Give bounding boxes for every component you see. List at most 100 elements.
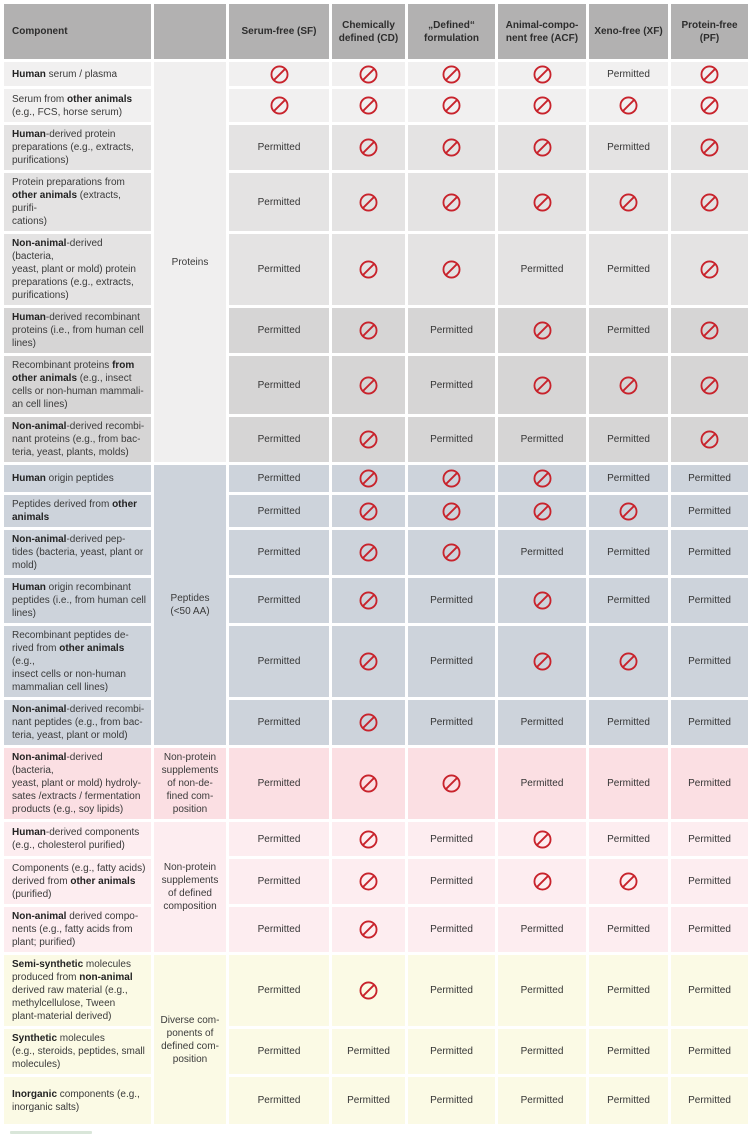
permitted-cell: Permitted: [408, 955, 498, 1029]
no-entry-icon: [359, 591, 378, 610]
prohibited-cell: [332, 578, 408, 626]
permitted-cell: Permitted: [671, 1029, 751, 1077]
component-cell: Non-animal-derived (bacteria, yeast, pla…: [4, 748, 154, 822]
prohibited-cell: [408, 465, 498, 495]
prohibited-cell: [589, 173, 671, 234]
table-row: Inorganic components (e.g., inorganic sa…: [4, 1077, 751, 1127]
table-row: Human origin peptides Peptides (<50 AA) Pe…: [4, 465, 751, 748]
permitted-cell: Permitted: [229, 308, 332, 356]
permitted-cell: Permitted: [671, 1077, 751, 1127]
permitted-cell: Permitted: [498, 530, 589, 578]
component-cell: Components (e.g., fatty acids) derived f…: [4, 859, 154, 907]
component-text-bold: Human: [12, 68, 46, 80]
no-entry-icon: [442, 260, 461, 279]
prohibited-cell: [332, 173, 408, 234]
permitted-cell: Permitted: [408, 308, 498, 356]
permitted-cell: Permitted: [408, 356, 498, 417]
group-cell: Non-protein supplements of non-de- fined…: [154, 748, 229, 822]
component-text: -derived (bacteria, yeast, plant or mold…: [12, 752, 141, 815]
prohibited-cell: [671, 234, 751, 308]
no-entry-icon: [442, 502, 461, 520]
permitted-cell: Permitted: [408, 578, 498, 626]
permitted-cell: Permitted: [589, 465, 671, 495]
permitted-cell: Permitted: [498, 907, 589, 955]
no-entry-icon: [270, 96, 288, 115]
component-text-bold: Non-animal: [12, 704, 67, 715]
permitted-cell: Permitted: [671, 495, 751, 530]
prohibited-cell: [671, 125, 751, 173]
prohibited-cell: [498, 308, 589, 356]
component-text: -derived recombi- nant proteins (e.g., f…: [12, 421, 145, 458]
component-text: Recombinant proteins: [12, 360, 113, 371]
no-entry-icon: [533, 830, 551, 848]
prohibited-cell: [332, 62, 408, 89]
no-entry-icon: [359, 65, 378, 83]
prohibited-cell: [229, 89, 332, 125]
component-text-bold: other animals: [70, 876, 136, 887]
component-text: origin peptides: [45, 473, 114, 484]
component-text-bold: other animals: [59, 643, 125, 654]
no-entry-icon: [533, 652, 551, 671]
prohibited-cell: [498, 173, 589, 234]
prohibited-cell: [589, 859, 671, 907]
permitted-cell: Permitted: [229, 417, 332, 465]
component-text: (e.g., insect cells or non-human mammali…: [12, 656, 126, 693]
no-entry-icon: [442, 469, 461, 488]
prohibited-cell: [332, 859, 408, 907]
no-entry-icon: [619, 872, 638, 891]
component-cell: Recombinant proteins from other animals …: [4, 356, 154, 417]
prohibited-cell: [498, 822, 589, 859]
component-cell: Non-animal-derived pep- tides (bacteria,…: [4, 530, 154, 578]
no-entry-icon: [359, 543, 378, 562]
prohibited-cell: [498, 859, 589, 907]
prohibited-cell: [332, 700, 408, 748]
group-column-header: [154, 4, 229, 62]
table-row: Peptides derived from other animals Permi…: [4, 495, 751, 530]
table-row: Protein preparations from other animals …: [4, 173, 751, 234]
permitted-cell: Permitted: [229, 700, 332, 748]
component-text-bold: other animals: [12, 190, 78, 201]
no-entry-icon: [442, 193, 461, 211]
prohibited-cell: [589, 495, 671, 530]
no-entry-icon: [533, 96, 551, 115]
no-entry-icon: [700, 193, 719, 211]
component-text: -derived components (e.g., cholesterol p…: [12, 827, 140, 851]
component-text-bold: Synthetic: [12, 1033, 58, 1044]
component-cell: Protein preparations from other animals …: [4, 173, 154, 234]
prohibited-cell: [332, 955, 408, 1029]
group-cell: Peptides (<50 AA): [154, 465, 229, 748]
component-text: -derived recombi- nant peptides (e.g., f…: [12, 704, 145, 741]
prohibited-cell: [589, 626, 671, 700]
prohibited-cell: [332, 495, 408, 530]
column-header-chemically-defined: Chemically defined (CD): [332, 4, 408, 62]
component-cell: Inorganic components (e.g., inorganic sa…: [4, 1077, 154, 1127]
component-cell: Human serum / plasma: [4, 62, 154, 89]
permitted-cell: Permitted: [589, 234, 671, 308]
permitted-cell: Permitted: [229, 234, 332, 308]
permitted-cell: Permitted: [332, 1029, 408, 1077]
permitted-cell: Permitted: [229, 1077, 332, 1127]
permitted-cell: Permitted: [589, 1077, 671, 1127]
no-entry-icon: [700, 260, 719, 279]
prohibited-cell: [498, 62, 589, 89]
no-entry-icon: [359, 981, 378, 1000]
table-row: Components (e.g., fatty acids) derived f…: [4, 859, 751, 907]
component-cell: Human-derived recombinant proteins (i.e.…: [4, 308, 154, 356]
media-component-permission-table: Component Serum-free (SF) Chemically def…: [4, 4, 751, 1127]
prohibited-cell: [332, 748, 408, 822]
group-cell: Diverse com- ponents of defined com- pos…: [154, 955, 229, 1127]
no-entry-icon: [359, 872, 378, 891]
component-cell: Non-animal derived compo- nents (e.g., f…: [4, 907, 154, 955]
prohibited-cell: [332, 465, 408, 495]
permitted-cell: Permitted: [671, 700, 751, 748]
permitted-cell: Permitted: [589, 62, 671, 89]
column-header-xeno-free: Xeno-free (XF): [589, 4, 671, 62]
component-text-bold: Semi-synthetic: [12, 959, 84, 970]
table-row: Human serum / plasma Proteins Permitted: [4, 62, 751, 465]
prohibited-cell: [332, 530, 408, 578]
permitted-cell: Permitted: [408, 822, 498, 859]
table-row: Non-animal-derived (bacteria, yeast, pla…: [4, 748, 751, 822]
permitted-cell: Permitted: [589, 417, 671, 465]
no-entry-icon: [533, 376, 551, 394]
permitted-cell: Permitted: [229, 955, 332, 1029]
